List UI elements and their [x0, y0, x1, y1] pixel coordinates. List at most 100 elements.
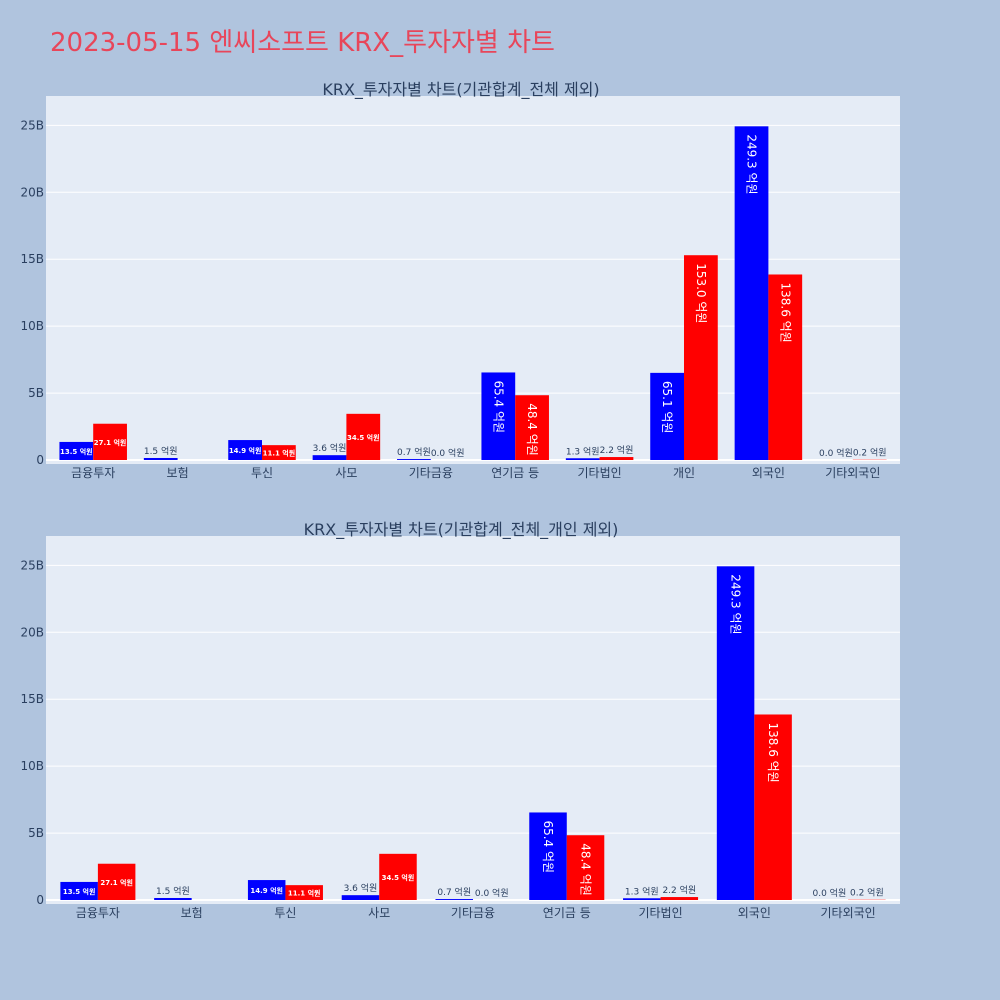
bar-value-label: 0.0 억원 — [431, 447, 465, 459]
x-tick-label: 금융투자 — [71, 466, 115, 480]
x-tick-label: 외국인 — [752, 466, 785, 480]
bar-blue[interactable] — [481, 372, 516, 460]
bar-red[interactable] — [285, 885, 323, 900]
bar-value-label: 138.6 억원 — [766, 722, 780, 782]
bar-red[interactable] — [684, 255, 718, 460]
bar-value-label: 0.2 억원 — [853, 447, 887, 459]
x-tick-label: 개인 — [673, 466, 695, 480]
y-tick-label: 20B — [20, 625, 44, 639]
x-tick-label: 외국인 — [738, 906, 771, 920]
bar-value-label: 11.1 억원 — [288, 889, 321, 898]
bar-value-label: 0.0 억원 — [819, 447, 853, 459]
bar-value-label: 3.6 억원 — [344, 882, 378, 894]
bar-blue[interactable] — [143, 457, 178, 460]
bar-value-label: 0.0 억원 — [812, 887, 846, 899]
bar-value-label: 13.5 억원 — [63, 887, 96, 896]
bar-value-label: 3.6 억원 — [313, 442, 347, 454]
y-tick-label: 10B — [20, 319, 44, 333]
x-tick-label: 기타법인 — [638, 906, 682, 920]
bar-blue[interactable] — [435, 899, 473, 900]
bar-red[interactable] — [515, 395, 549, 460]
bar-red[interactable] — [599, 457, 634, 460]
bar-value-label: 14.9 억원 — [250, 886, 283, 895]
bar-value-label: 249.3 억원 — [729, 574, 743, 634]
bar-red[interactable] — [262, 445, 296, 460]
bar-blue[interactable] — [60, 881, 98, 900]
y-tick-label: 25B — [20, 558, 44, 572]
bar-blue[interactable] — [565, 458, 600, 460]
x-tick-label: 기타외국인 — [821, 906, 876, 920]
bar-value-label: 138.6 억원 — [778, 282, 792, 342]
bar-blue[interactable] — [650, 372, 684, 460]
y-tick-label: 5B — [28, 826, 44, 840]
x-tick-label: 사모 — [368, 906, 390, 920]
page-title: 2023-05-15 엔씨소프트 KRX_투자자별 차트 — [50, 28, 555, 58]
x-tick-label: 기타법인 — [578, 466, 622, 480]
x-tick-label: 기타금융 — [409, 466, 453, 480]
bar-red[interactable] — [768, 274, 803, 460]
bar-value-label: 0.7 억원 — [397, 446, 431, 458]
bar-blue[interactable] — [59, 441, 94, 460]
bar-blue[interactable] — [154, 897, 192, 900]
x-tick-label: 기타외국인 — [825, 466, 880, 480]
bar-blue[interactable] — [734, 126, 769, 461]
bar-value-label: 27.1 억원 — [100, 878, 133, 887]
y-tick-label: 15B — [20, 692, 44, 706]
bar-blue[interactable] — [341, 895, 380, 900]
x-tick-label: 투신 — [251, 466, 273, 480]
y-tick-label: 20B — [20, 185, 44, 199]
bar-value-label: 0.0 억원 — [475, 887, 509, 899]
bar-value-label: 48.4 억원 — [525, 403, 539, 456]
bar-blue[interactable] — [397, 459, 431, 460]
x-tick-label: 기타금융 — [451, 906, 495, 920]
chart-title: KRX_투자자별 차트(기관합계_전체_개인 제외) — [304, 520, 619, 540]
y-tick-label: 15B — [20, 252, 44, 266]
bar-value-label: 34.5 억원 — [382, 873, 415, 882]
y-tick-label: 25B — [20, 118, 44, 132]
x-tick-label: 연기금 등 — [491, 466, 539, 480]
bar-value-label: 153.0 억원 — [694, 263, 708, 323]
y-tick-label: 5B — [28, 386, 44, 400]
x-tick-label: 사모 — [335, 466, 357, 480]
bar-value-label: 65.1 억원 — [660, 381, 674, 434]
chart-title: KRX_투자자별 차트(기관합계_전체 제외) — [322, 80, 599, 100]
bar-red[interactable] — [660, 897, 699, 900]
bar-value-label: 27.1 억원 — [94, 438, 127, 447]
bar-red[interactable] — [346, 413, 381, 460]
x-tick-label: 보험 — [181, 906, 203, 920]
chart-panel-2: 0 5B 10B 15B 20B 25B KRX_투자자별 차트(기관합계_전체_개인 제외… — [20, 520, 900, 920]
bar-red[interactable] — [97, 863, 136, 900]
y-tick-label: 10B — [20, 759, 44, 773]
bar-blue[interactable] — [623, 898, 661, 900]
bar-value-label: 0.2 억원 — [850, 887, 884, 899]
x-tick-label: 투신 — [274, 906, 296, 920]
x-tick-label: 연기금 등 — [543, 906, 591, 920]
bar-red[interactable] — [754, 714, 792, 900]
bar-value-label: 34.5 억원 — [347, 433, 380, 442]
bar-value-label: 2.2 억원 — [600, 444, 634, 456]
bar-blue[interactable] — [529, 812, 567, 900]
bar-red[interactable] — [566, 835, 605, 900]
bar-value-label: 1.5 억원 — [144, 445, 178, 457]
bar-red[interactable] — [93, 423, 127, 460]
bar-value-label: 0.7 억원 — [437, 886, 471, 898]
bar-value-label: 48.4 억원 — [579, 843, 593, 896]
y-tick-label: 0 — [36, 453, 44, 467]
bar-value-label: 1.3 억원 — [566, 445, 600, 457]
y-tick-label: 0 — [36, 893, 44, 907]
bar-red[interactable] — [379, 853, 417, 900]
chart-panel-1: 0 5B 10B 15B 20B 25B KRX_투자자별 차트(기관합계_전체 제외) 금융… — [20, 80, 900, 480]
bar-value-label: 2.2 억원 — [662, 884, 696, 896]
bar-blue[interactable] — [716, 566, 755, 900]
bar-blue[interactable] — [228, 440, 262, 460]
bar-value-label: 1.5 억원 — [156, 885, 190, 897]
bar-value-label: 14.9 억원 — [229, 446, 262, 455]
bar-value-label: 13.5 억원 — [60, 447, 93, 456]
bar-blue[interactable] — [247, 880, 286, 900]
bar-value-label: 65.4 억원 — [541, 820, 555, 873]
x-tick-label: 보험 — [167, 466, 189, 480]
bar-blue[interactable] — [312, 455, 347, 460]
bar-value-label: 1.3 억원 — [625, 885, 659, 897]
bar-value-label: 249.3 억원 — [745, 134, 759, 194]
